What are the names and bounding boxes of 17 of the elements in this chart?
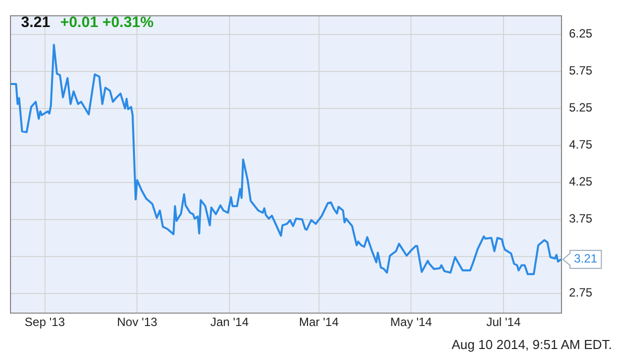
x-tick-label: Sep '13: [24, 315, 66, 330]
text: Aug 10 2014, 9:51 AM EDT.: [450, 337, 612, 352]
y-tick-label: 4.75: [569, 138, 593, 152]
y-tick-label: 3.75: [569, 212, 593, 226]
y-tick-label: 6.25: [569, 26, 593, 41]
data-label: 3.21: [574, 252, 598, 266]
x-tick-label: Jul '14: [486, 315, 521, 330]
y-tick-label: 4.25: [569, 174, 593, 189]
x-tick-label: May '14: [390, 315, 432, 330]
chart-subtitle: +0.01 +0.31%: [60, 14, 154, 31]
y-tick-label: 5.25: [569, 100, 593, 115]
y-tick-label: 2.75: [569, 286, 593, 300]
x-tick-label: Jan '14: [210, 315, 249, 330]
x-tick-label: Mar '14: [298, 315, 339, 330]
x-tick-label: Nov '13: [117, 315, 158, 330]
chart-title: 3.21: [21, 14, 50, 31]
y-tick-label: 5.75: [569, 64, 593, 78]
